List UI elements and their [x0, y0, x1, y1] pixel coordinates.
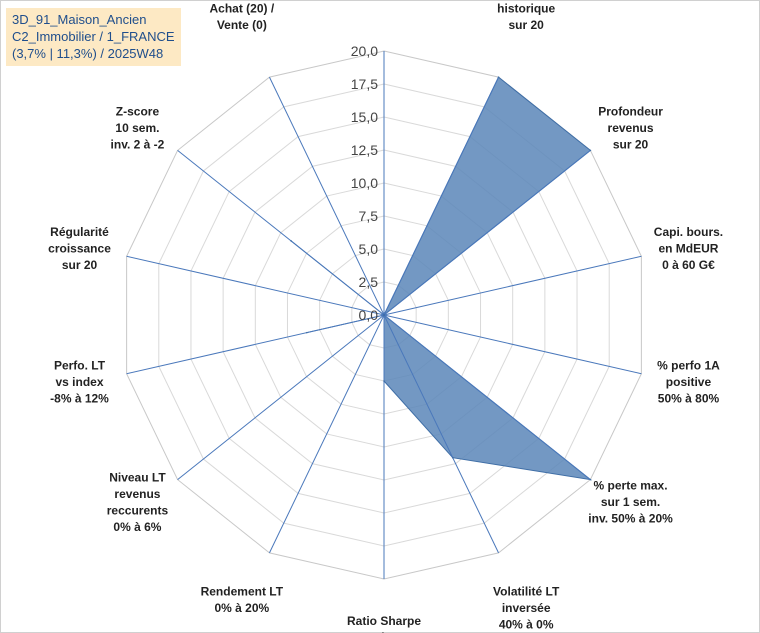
- chart-title-line-2: C2_Immobilier / 1_FRANCE: [12, 29, 175, 44]
- axis-label: Profondeur revenus sur 20: [598, 105, 663, 152]
- data-point: [383, 380, 385, 382]
- axis-spoke: [383, 314, 499, 554]
- data-point: [305, 331, 308, 334]
- r-tick-label: 17,5: [351, 76, 378, 92]
- axis-spoke: [383, 314, 642, 375]
- axis-label: MomentumAchat (20) /Vente (0): [209, 0, 274, 32]
- axis-spoke: [269, 76, 385, 316]
- data-point: [589, 478, 592, 481]
- axis-label: % perte max. sur 1 sem. inv. 50% à 20%: [588, 479, 673, 526]
- axis-label: Volatilité LT inversée 40% à 0%: [493, 584, 560, 631]
- axis-spoke: [126, 314, 385, 375]
- r-tick-label: 20,0: [351, 43, 378, 59]
- data-point: [451, 456, 454, 459]
- axis-spoke: [177, 314, 385, 480]
- r-tick-label: 12,5: [351, 142, 378, 158]
- axis-spoke: [383, 76, 499, 316]
- axis-spoke: [383, 255, 642, 316]
- axis-label: Niveau LT revenus reccurents 0% à 6%: [107, 470, 169, 534]
- axis-label: Ratio Sharpe0 à 1: [347, 614, 421, 633]
- data-point: [589, 149, 592, 152]
- axis-spoke: [383, 150, 591, 316]
- axis-label: % perfo 1A positive 50% à 80%: [657, 358, 720, 405]
- r-tick-label: 2,5: [359, 274, 379, 290]
- r-tick-label: 10,0: [351, 175, 378, 191]
- chart-title-line-1: 3D_91_Maison_Ancien: [12, 12, 147, 27]
- axis-label: Profondeurhistoriquesur 20: [494, 0, 559, 32]
- data-point: [497, 76, 500, 78]
- r-tick-label: 0,0: [359, 307, 379, 323]
- axis-spoke: [126, 255, 385, 316]
- data-point: [383, 314, 385, 316]
- chart-title-line-3: (3,7% | 11,3%) / 2025W48: [12, 46, 164, 61]
- r-tick-label: 7,5: [359, 208, 379, 224]
- chart-title-box: 3D_91_Maison_Ancien C2_Immobilier / 1_FR…: [6, 8, 181, 66]
- axis-label: Z-score 10 sem. inv. 2 à -2: [111, 105, 165, 152]
- r-tick-label: 15,0: [351, 109, 378, 125]
- data-point: [290, 240, 292, 242]
- axis-label: Régularité croissance sur 20: [48, 225, 111, 272]
- axis-label: NoteESG sur 20: [352, 0, 416, 2]
- axis-label: Rendement LT 0% à 20%: [201, 584, 284, 615]
- axis-spoke: [383, 314, 591, 480]
- axis-label: Capi. bours. en MdEUR 0 à 60 G€: [654, 225, 723, 272]
- axis-spoke: [269, 314, 385, 554]
- axis-label: Perfo. LT vs index -8% à 12%: [50, 358, 109, 405]
- axis-spoke: [177, 150, 385, 316]
- r-tick-label: 5,0: [359, 241, 379, 257]
